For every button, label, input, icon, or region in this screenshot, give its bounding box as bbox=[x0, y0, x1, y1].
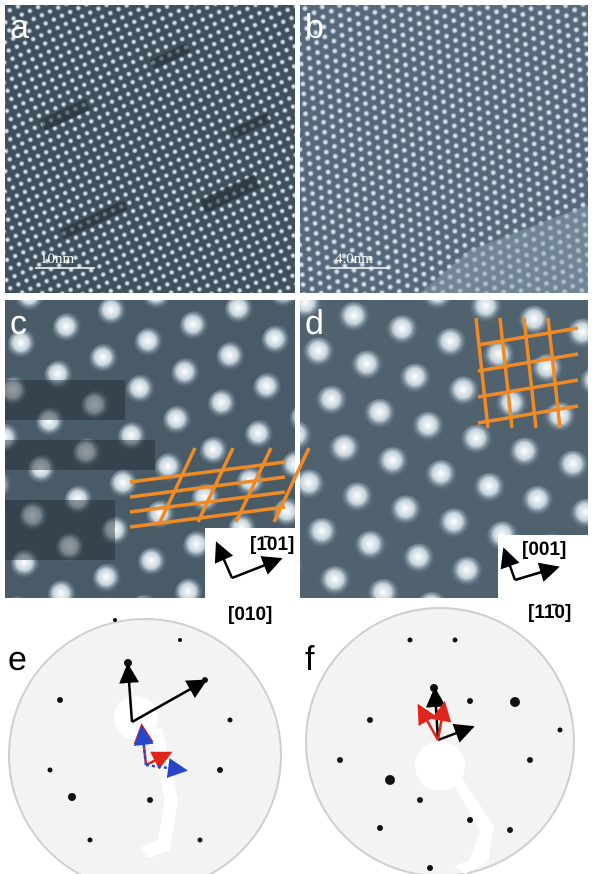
diffraction-spot bbox=[558, 728, 563, 733]
diffraction-spot bbox=[88, 838, 93, 843]
diffraction-spot bbox=[198, 838, 203, 843]
diffraction-spot bbox=[113, 618, 117, 622]
figure: 10nm 4.0nm a b c d e f [1̄01] [010] [001] [11̄0] bbox=[0, 0, 593, 874]
diffraction-spot bbox=[453, 638, 458, 643]
stm-image bbox=[5, 5, 295, 293]
direction-label: [010] bbox=[228, 604, 272, 625]
diffraction-spot bbox=[68, 793, 76, 801]
diffraction-spot bbox=[367, 717, 373, 723]
panel-label: a bbox=[10, 8, 29, 46]
diffraction-spot bbox=[147, 797, 153, 803]
diffraction-spot bbox=[507, 827, 513, 833]
direction-label: [11̄0] bbox=[528, 602, 571, 623]
panel-label: d bbox=[305, 304, 324, 342]
direction-label: [001] bbox=[522, 539, 566, 560]
diffraction-spot bbox=[57, 697, 63, 703]
diffraction-spot bbox=[527, 757, 533, 763]
noise bbox=[5, 380, 125, 420]
panel-label: e bbox=[8, 640, 27, 678]
scale-bar-label: 10nm bbox=[40, 251, 75, 267]
diffraction-spot bbox=[228, 718, 233, 723]
diffraction-spot bbox=[427, 865, 433, 871]
panel-label: b bbox=[305, 8, 324, 46]
diffraction-spot bbox=[48, 768, 53, 773]
noise bbox=[5, 440, 155, 470]
diffraction-spot bbox=[467, 698, 473, 704]
noise bbox=[5, 500, 115, 560]
panel-label: f bbox=[305, 640, 315, 678]
diffraction-spot bbox=[337, 757, 343, 763]
diffraction-spot bbox=[385, 775, 395, 785]
diffraction-spot bbox=[377, 825, 383, 831]
panel-label: c bbox=[10, 304, 27, 342]
diffraction-spot bbox=[510, 697, 520, 707]
diffraction-spot bbox=[124, 659, 132, 667]
diffraction-spot bbox=[408, 638, 413, 643]
scale-bar-label: 4.0nm bbox=[335, 251, 373, 267]
direction-label: [1̄01] bbox=[250, 534, 294, 555]
diffraction-spot bbox=[467, 817, 473, 823]
diffraction-spot bbox=[430, 684, 438, 692]
diffraction-spot bbox=[217, 767, 223, 773]
diffraction-spot bbox=[417, 797, 423, 803]
diffraction-spot bbox=[178, 638, 182, 642]
